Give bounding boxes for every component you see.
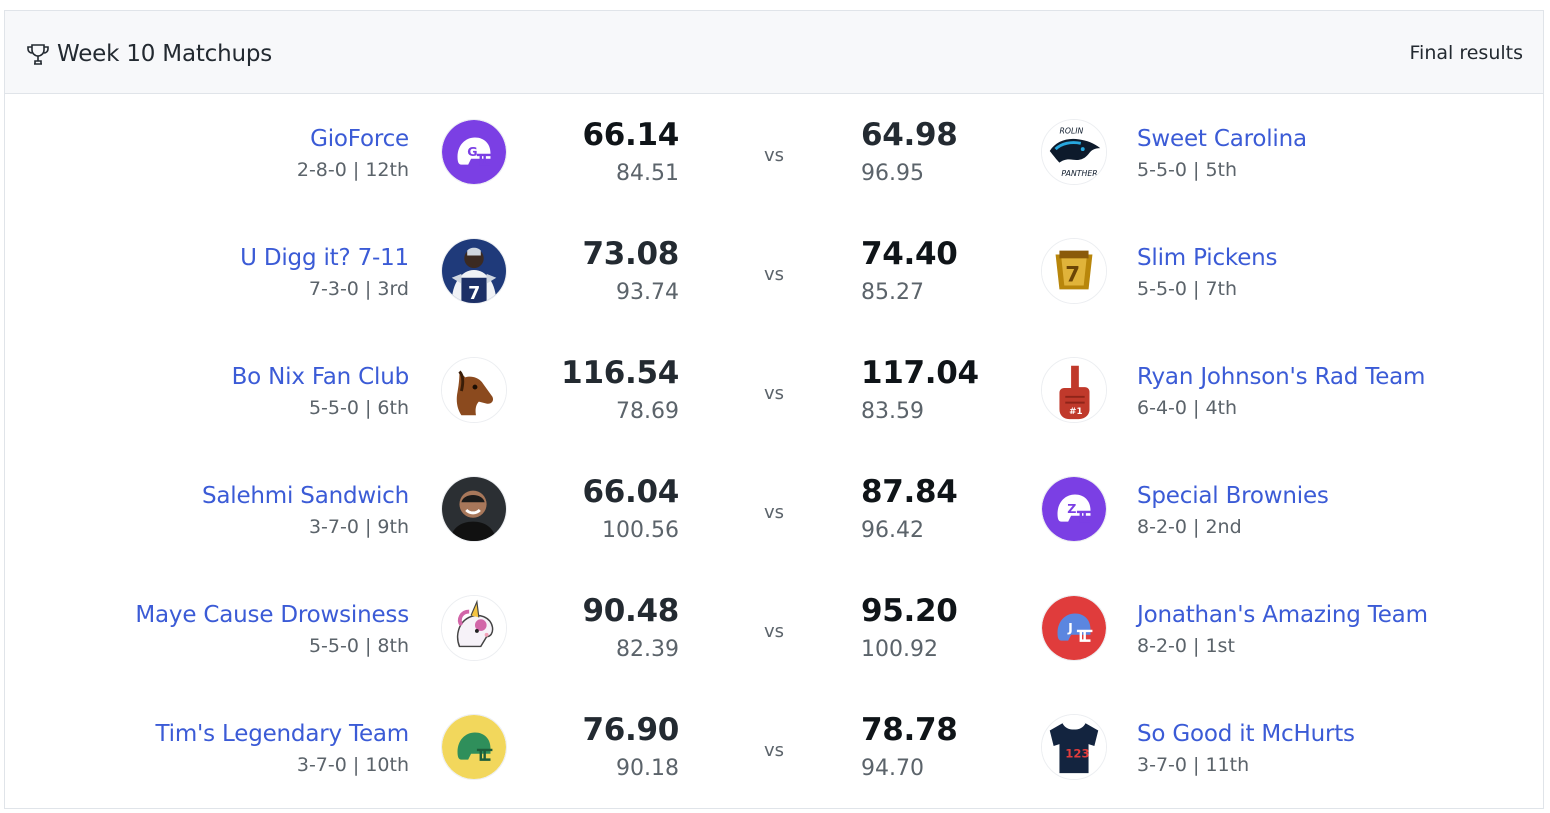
projected-score: 78.69 (616, 399, 679, 424)
vs-label: vs (764, 621, 785, 642)
helmet-icon[interactable]: J (1041, 595, 1107, 661)
team-score: 74.40 (861, 236, 958, 272)
player-photo-icon[interactable]: 7 (441, 238, 507, 304)
team-score: 66.04 (582, 474, 679, 510)
svg-text:G: G (467, 144, 477, 159)
matchup-list: GioForce 2-8-0 | 12th G 66.14 84.51 vs 6… (5, 95, 1543, 809)
projected-score: 94.70 (861, 756, 924, 781)
team-record: 3-7-0 | 11th (1137, 754, 1250, 776)
svg-text:ROLIN: ROLIN (1059, 127, 1083, 136)
matchups-card: Week 10 Matchups Final results GioForce … (4, 10, 1544, 809)
matchup-row[interactable]: Salehmi Sandwich 3-7-0 | 9th 66.04 100.5… (5, 452, 1543, 571)
team-name-link[interactable]: GioForce (310, 126, 409, 152)
matchup-row[interactable]: U Digg it? 7-11 7-3-0 | 3rd 7 73.08 93.7… (5, 214, 1543, 333)
vs-label: vs (764, 264, 785, 285)
jersey-icon[interactable]: 123 (1041, 714, 1107, 780)
team-name-link[interactable]: U Digg it? 7-11 (240, 245, 409, 271)
team-score: 90.48 (582, 593, 679, 629)
projected-score: 100.92 (861, 637, 938, 662)
team-score: 76.90 (582, 712, 679, 748)
projected-score: 82.39 (616, 637, 679, 662)
matchup-row[interactable]: GioForce 2-8-0 | 12th G 66.14 84.51 vs 6… (5, 95, 1543, 214)
projected-score: 100.56 (602, 518, 679, 543)
team-record: 3-7-0 | 10th (296, 754, 409, 776)
team-score: 73.08 (582, 236, 679, 272)
svg-text:123: 123 (1065, 747, 1089, 761)
team-record: 5-5-0 | 6th (308, 397, 409, 419)
horse-head-icon[interactable] (441, 357, 507, 423)
unicorn-icon[interactable] (441, 595, 507, 661)
helmet-icon[interactable]: Z (1041, 476, 1107, 542)
matchup-row[interactable]: Maye Cause Drowsiness 5-5-0 | 8th 90.48 … (5, 571, 1543, 690)
team-score: 87.84 (861, 474, 958, 510)
team-name-link[interactable]: Jonathan's Amazing Team (1137, 602, 1428, 628)
projected-score: 90.18 (616, 756, 679, 781)
vs-label: vs (764, 502, 785, 523)
team-score: 117.04 (861, 355, 979, 391)
team-score: 64.98 (861, 117, 958, 153)
team-name-link[interactable]: So Good it McHurts (1137, 721, 1355, 747)
svg-text:PANTHER: PANTHER (1061, 169, 1097, 178)
projected-score: 84.51 (616, 161, 679, 186)
foam-finger-icon[interactable]: #1 (1041, 357, 1107, 423)
team-name-link[interactable]: Salehmi Sandwich (201, 483, 409, 509)
svg-text:#1: #1 (1069, 407, 1082, 417)
team-record: 5-5-0 | 7th (1137, 278, 1238, 300)
team-score: 116.54 (561, 355, 679, 391)
team-name-link[interactable]: Sweet Carolina (1137, 126, 1307, 152)
panther-logo-icon[interactable]: ROLIN PANTHER (1041, 119, 1107, 185)
team-name-link[interactable]: Ryan Johnson's Rad Team (1137, 364, 1426, 390)
card-header: Week 10 Matchups Final results (5, 11, 1543, 94)
team-score: 78.78 (861, 712, 958, 748)
vs-label: vs (764, 740, 785, 761)
team-name-link[interactable]: Maye Cause Drowsiness (135, 602, 409, 628)
team-score: 66.14 (582, 117, 679, 153)
svg-text:Z: Z (1067, 501, 1076, 516)
team-name-link[interactable]: Tim's Legendary Team (155, 721, 409, 747)
helmet-icon[interactable] (441, 714, 507, 780)
team-record: 8-2-0 | 1st (1137, 635, 1235, 657)
helmet-icon[interactable]: G (441, 119, 507, 185)
svg-text:J: J (1067, 620, 1073, 635)
person-photo-icon[interactable] (441, 476, 507, 542)
matchup-row[interactable]: Tim's Legendary Team 3-7-0 | 10th 76.90 … (5, 690, 1543, 809)
final-results-link[interactable]: Final results (1409, 42, 1523, 64)
team-record: 5-5-0 | 8th (308, 635, 409, 657)
team-name-link[interactable]: Slim Pickens (1137, 245, 1278, 271)
team-name-link[interactable]: Bo Nix Fan Club (231, 364, 410, 390)
page-title: Week 10 Matchups (57, 41, 273, 67)
projected-score: 85.27 (861, 280, 924, 305)
vs-label: vs (764, 383, 785, 404)
svg-text:7: 7 (1065, 263, 1080, 288)
projected-score: 96.95 (861, 161, 924, 186)
team-record: 7-3-0 | 3rd (308, 278, 409, 300)
trophy-icon (27, 44, 49, 65)
team-record: 2-8-0 | 12th (296, 159, 409, 181)
team-record: 8-2-0 | 2nd (1137, 516, 1242, 538)
team-record: 3-7-0 | 9th (308, 516, 409, 538)
team-record: 5-5-0 | 5th (1137, 159, 1238, 181)
projected-score: 83.59 (861, 399, 924, 424)
team-name-link[interactable]: Special Brownies (1137, 483, 1329, 509)
championship-ring-icon[interactable]: 7 (1041, 238, 1107, 304)
svg-text:7: 7 (468, 284, 480, 303)
vs-label: vs (764, 145, 785, 166)
projected-score: 93.74 (616, 280, 679, 305)
team-score: 95.20 (861, 593, 958, 629)
matchup-row[interactable]: Bo Nix Fan Club 5-5-0 | 6th 116.54 78.69… (5, 333, 1543, 452)
projected-score: 96.42 (861, 518, 924, 543)
team-record: 6-4-0 | 4th (1137, 397, 1238, 419)
